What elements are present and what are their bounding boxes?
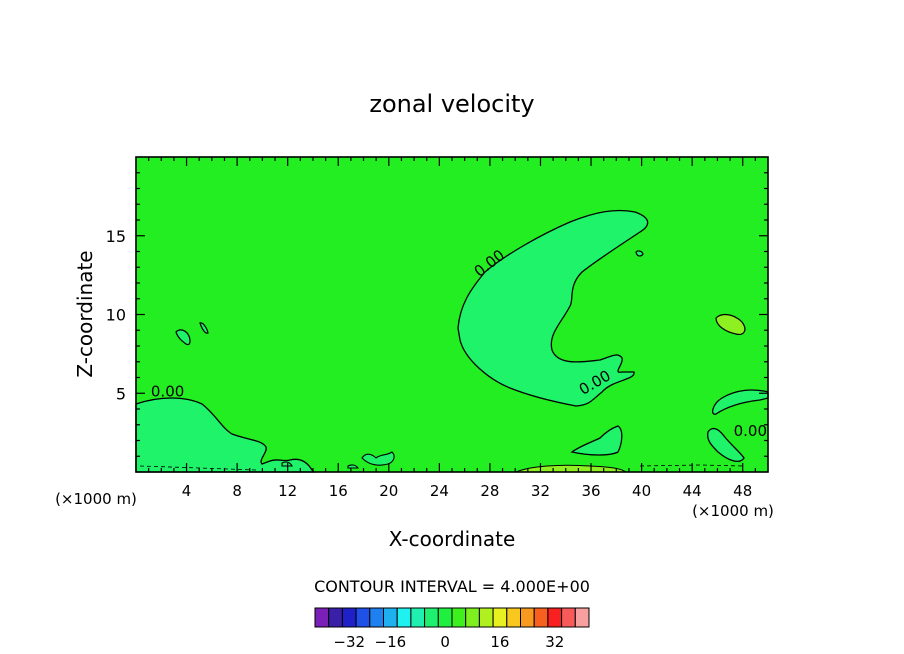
colorbar bbox=[314, 607, 590, 628]
y-tick-label: 5 bbox=[116, 384, 126, 403]
colorbar-tick-label: −32 bbox=[333, 633, 365, 651]
colorbar-swatch bbox=[520, 607, 535, 628]
contour-region-right-positive bbox=[715, 313, 746, 335]
contour-region-crescent bbox=[457, 209, 649, 407]
contour-label: 0.00 bbox=[734, 422, 767, 440]
contour-region-bottom-positive bbox=[515, 464, 628, 473]
y-tick-labels: 5 10 15 bbox=[106, 227, 126, 404]
contour-region-right-bottom bbox=[706, 427, 745, 463]
colorbar-tick-label: 16 bbox=[490, 633, 509, 651]
contour-label: 0.00 bbox=[151, 382, 184, 400]
x-tick-label: 24 bbox=[430, 482, 449, 500]
colorbar-swatch bbox=[314, 607, 330, 628]
x-tick-label: 28 bbox=[480, 482, 499, 500]
colorbar-swatch bbox=[506, 607, 521, 628]
colorbar-tick-labels: −32 −16 0 16 32 bbox=[333, 633, 564, 651]
x-tick-label: 8 bbox=[232, 482, 242, 500]
colorbar-swatch bbox=[574, 607, 590, 628]
contour-labels: 0.000.000.000.00 bbox=[151, 246, 767, 440]
colorbar-tick-label: 32 bbox=[545, 633, 564, 651]
colorbar-swatch bbox=[396, 607, 412, 628]
colorbar-swatch bbox=[341, 607, 357, 628]
plot-area: 0.000.000.000.00 bbox=[135, 156, 769, 473]
x-tick-label: 36 bbox=[581, 482, 600, 500]
contour-region-small-blob-1 bbox=[175, 329, 191, 346]
contour-region-small-blob-2 bbox=[199, 322, 209, 334]
colorbar-swatch bbox=[410, 607, 426, 628]
colorbar-swatch bbox=[355, 607, 371, 628]
contour-interval-label: CONTOUR INTERVAL = 4.000E+00 bbox=[314, 577, 590, 596]
contour-region-bottom-specks bbox=[281, 451, 395, 469]
contour-region-lower-right-center bbox=[570, 425, 623, 456]
chart-title: zonal velocity bbox=[369, 90, 534, 118]
x-tick-label: 20 bbox=[379, 482, 398, 500]
colorbar-swatch bbox=[328, 607, 343, 628]
axis-ticks bbox=[136, 157, 768, 472]
y-axis-title: Z-coordinate bbox=[73, 250, 97, 377]
colorbar-swatch bbox=[383, 607, 398, 628]
x-tick-label: 40 bbox=[632, 482, 651, 500]
x-unit-label-right: (×1000 m) bbox=[692, 502, 774, 520]
contour-region-right-edge bbox=[711, 389, 769, 415]
x-tick-label: 48 bbox=[733, 482, 752, 500]
colorbar-tick-label: 0 bbox=[440, 633, 450, 651]
colorbar-swatch bbox=[369, 607, 384, 628]
contour-region-small-blob-3 bbox=[635, 250, 644, 257]
colorbar-swatch bbox=[547, 607, 563, 628]
plot-background bbox=[136, 157, 768, 472]
colorbar-swatch bbox=[492, 607, 508, 628]
colorbar-swatch bbox=[561, 607, 576, 628]
colorbar-swatch bbox=[437, 607, 453, 628]
x-tick-label: 32 bbox=[531, 482, 550, 500]
colorbar-tick-label: −16 bbox=[375, 633, 407, 651]
contour-region-left-bottom bbox=[135, 397, 316, 473]
y-tick-label: 10 bbox=[106, 306, 126, 325]
x-tick-label: 4 bbox=[182, 482, 192, 500]
x-tick-label: 12 bbox=[278, 482, 297, 500]
colorbar-swatch bbox=[465, 607, 480, 628]
x-tick-label: 44 bbox=[683, 482, 702, 500]
colorbar-swatch bbox=[451, 607, 467, 628]
colorbar-swatch bbox=[424, 607, 439, 628]
x-tick-labels: 4 8 12 16 20 24 28 32 36 40 44 48 bbox=[182, 482, 752, 500]
x-axis-title: X-coordinate bbox=[389, 527, 516, 551]
x-tick-label: 16 bbox=[329, 482, 348, 500]
colorbar-swatch bbox=[478, 607, 494, 628]
y-tick-label: 15 bbox=[106, 227, 126, 246]
x-unit-label-left: (×1000 m) bbox=[55, 490, 137, 508]
colorbar-swatch bbox=[533, 607, 549, 628]
